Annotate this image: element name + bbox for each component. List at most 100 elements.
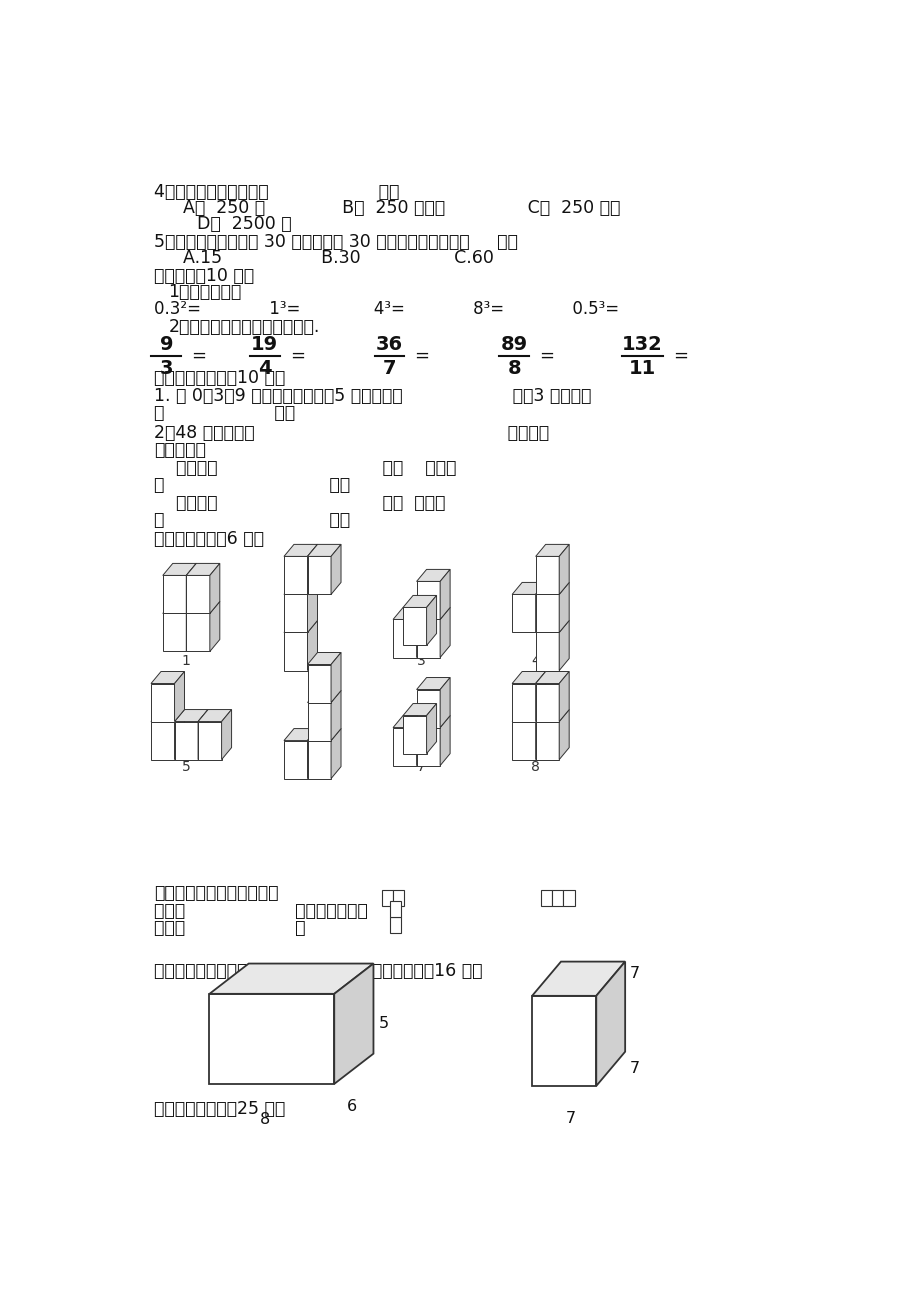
Bar: [540, 889, 551, 906]
Bar: [381, 889, 392, 906]
Polygon shape: [186, 602, 196, 651]
Text: 六、我会观察（6 分）: 六、我会观察（6 分）: [154, 530, 264, 549]
Polygon shape: [416, 715, 426, 766]
Polygon shape: [416, 607, 426, 658]
Text: 质数有（                              ），    合数有: 质数有（ ）， 合数有: [176, 459, 456, 477]
Text: 6: 6: [346, 1098, 357, 1114]
Polygon shape: [512, 684, 535, 722]
Text: 19: 19: [251, 334, 278, 354]
Polygon shape: [307, 556, 331, 594]
Polygon shape: [210, 993, 334, 1084]
Polygon shape: [284, 556, 307, 594]
Polygon shape: [403, 607, 426, 646]
Bar: [562, 889, 574, 906]
Polygon shape: [221, 710, 232, 759]
Text: 4．一只茶杯可以装水（                    ）。: 4．一只茶杯可以装水（ ）。: [154, 183, 399, 202]
Polygon shape: [535, 582, 545, 633]
Text: 8: 8: [259, 1112, 269, 1127]
Text: 7: 7: [382, 359, 396, 378]
Polygon shape: [535, 710, 569, 722]
Polygon shape: [439, 715, 449, 766]
Polygon shape: [512, 582, 545, 594]
Polygon shape: [416, 607, 449, 620]
Polygon shape: [535, 684, 559, 722]
Text: （                    ）。: （ ）。: [154, 404, 295, 422]
Text: =: =: [539, 347, 553, 365]
Text: 1: 1: [182, 654, 190, 667]
Polygon shape: [416, 620, 439, 658]
Polygon shape: [403, 703, 437, 715]
Polygon shape: [307, 620, 317, 671]
Polygon shape: [210, 563, 220, 614]
Polygon shape: [307, 702, 331, 741]
Polygon shape: [175, 672, 185, 722]
Polygon shape: [535, 594, 559, 633]
Polygon shape: [559, 620, 569, 671]
Polygon shape: [175, 710, 185, 759]
Polygon shape: [416, 689, 439, 728]
Bar: [389, 901, 401, 916]
Polygon shape: [535, 722, 559, 759]
Text: 1. 用 0、3、9 排成一个三位数，5 的倍数有（                    ）；3 的倍数有: 1. 用 0、3、9 排成一个三位数，5 的倍数有（ ）；3 的倍数有: [154, 387, 591, 406]
Polygon shape: [426, 595, 437, 646]
Polygon shape: [535, 582, 569, 594]
Polygon shape: [186, 614, 210, 651]
Polygon shape: [403, 715, 426, 754]
Polygon shape: [163, 614, 186, 651]
Polygon shape: [151, 710, 185, 722]
Polygon shape: [186, 563, 196, 614]
Text: 36: 36: [376, 334, 403, 354]
Polygon shape: [416, 677, 449, 689]
Polygon shape: [535, 620, 569, 633]
Polygon shape: [403, 595, 437, 607]
Text: （                              ），: （ ），: [154, 476, 350, 494]
Polygon shape: [531, 996, 596, 1086]
Polygon shape: [416, 569, 449, 581]
Polygon shape: [531, 962, 625, 996]
Text: 2．48 的因数有（                                              ），在这: 2．48 的因数有（ ），在这: [154, 424, 549, 442]
Text: 七、求下面长方体和正方体的表面积和体积。单位：厘米。（16 分）: 七、求下面长方体和正方体的表面积和体积。单位：厘米。（16 分）: [154, 962, 482, 980]
Text: =: =: [191, 347, 206, 365]
Polygon shape: [334, 963, 373, 1084]
Polygon shape: [535, 672, 569, 684]
Text: 5: 5: [182, 759, 190, 774]
Polygon shape: [416, 715, 449, 728]
Polygon shape: [307, 653, 341, 664]
Polygon shape: [284, 582, 317, 594]
Text: 9: 9: [159, 334, 173, 354]
Bar: [551, 889, 562, 906]
Polygon shape: [392, 728, 416, 766]
Polygon shape: [559, 710, 569, 759]
Polygon shape: [151, 672, 185, 684]
Text: 5: 5: [379, 1017, 389, 1031]
Polygon shape: [163, 576, 186, 614]
Polygon shape: [535, 633, 559, 671]
Polygon shape: [307, 690, 341, 702]
Polygon shape: [331, 653, 341, 702]
Polygon shape: [198, 710, 208, 759]
Text: 1、直接写答案: 1、直接写答案: [168, 283, 242, 302]
Polygon shape: [439, 569, 449, 620]
Text: =: =: [673, 347, 687, 365]
Polygon shape: [535, 556, 559, 594]
Polygon shape: [163, 602, 196, 614]
Polygon shape: [392, 620, 416, 658]
Polygon shape: [331, 728, 341, 779]
Text: 3: 3: [159, 359, 173, 378]
Polygon shape: [198, 710, 232, 722]
Polygon shape: [331, 545, 341, 594]
Polygon shape: [596, 962, 625, 1086]
Text: 的有（                    ）: 的有（ ）: [154, 919, 305, 937]
Text: 0.3²=             1³=              4³=             8³=             0.5³=: 0.3²= 1³= 4³= 8³= 0.5³=: [154, 300, 618, 318]
Polygon shape: [307, 728, 317, 779]
Text: 4: 4: [530, 654, 539, 667]
Polygon shape: [512, 722, 535, 759]
Text: 7: 7: [416, 759, 425, 774]
Polygon shape: [284, 728, 317, 741]
Bar: [389, 916, 401, 933]
Text: 4: 4: [257, 359, 271, 378]
Text: 奇数有（                              ），  偶数有: 奇数有（ ）， 偶数有: [176, 494, 445, 512]
Polygon shape: [284, 594, 307, 633]
Text: A.15                  B.30                 C.60: A.15 B.30 C.60: [183, 250, 494, 266]
Polygon shape: [416, 728, 439, 766]
